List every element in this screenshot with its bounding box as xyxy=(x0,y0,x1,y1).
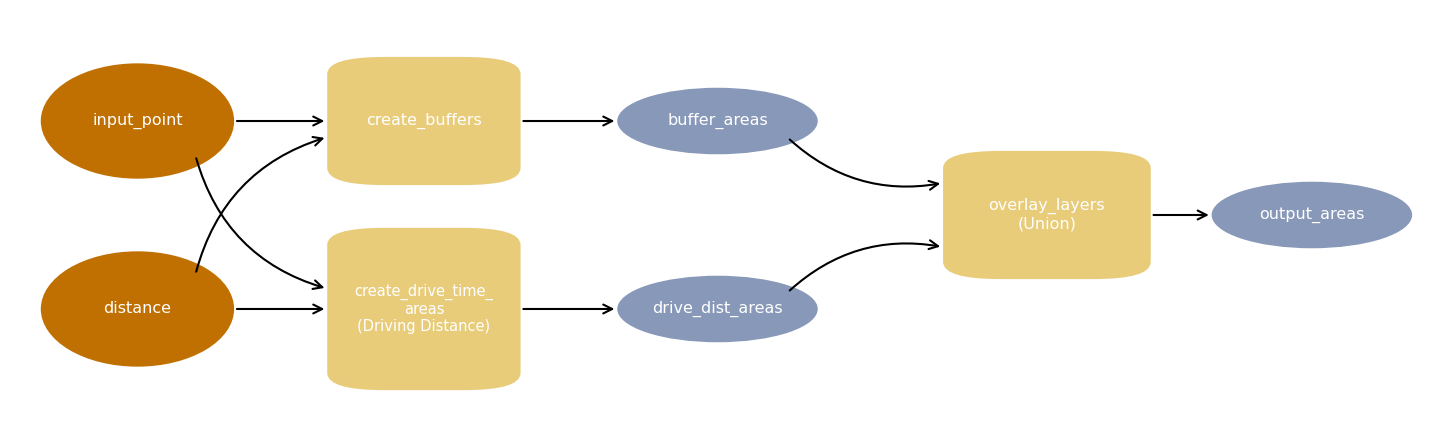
Text: create_buffers: create_buffers xyxy=(366,113,482,129)
Text: buffer_areas: buffer_areas xyxy=(667,113,768,129)
Text: distance: distance xyxy=(103,301,171,316)
Text: input_point: input_point xyxy=(92,113,182,129)
Text: overlay_layers
(Union): overlay_layers (Union) xyxy=(989,198,1105,232)
FancyBboxPatch shape xyxy=(943,151,1151,279)
Ellipse shape xyxy=(1211,182,1412,248)
Text: output_areas: output_areas xyxy=(1258,207,1365,223)
FancyBboxPatch shape xyxy=(327,57,521,185)
FancyArrowPatch shape xyxy=(197,137,323,272)
FancyArrowPatch shape xyxy=(789,139,938,190)
Ellipse shape xyxy=(40,251,234,367)
FancyArrowPatch shape xyxy=(197,158,323,289)
Ellipse shape xyxy=(617,88,818,154)
Text: drive_dist_areas: drive_dist_areas xyxy=(651,301,784,317)
Ellipse shape xyxy=(617,276,818,342)
FancyArrowPatch shape xyxy=(789,240,938,291)
FancyBboxPatch shape xyxy=(327,228,521,390)
Text: create_drive_time_
areas
(Driving Distance): create_drive_time_ areas (Driving Distan… xyxy=(354,283,494,335)
Ellipse shape xyxy=(40,63,234,179)
